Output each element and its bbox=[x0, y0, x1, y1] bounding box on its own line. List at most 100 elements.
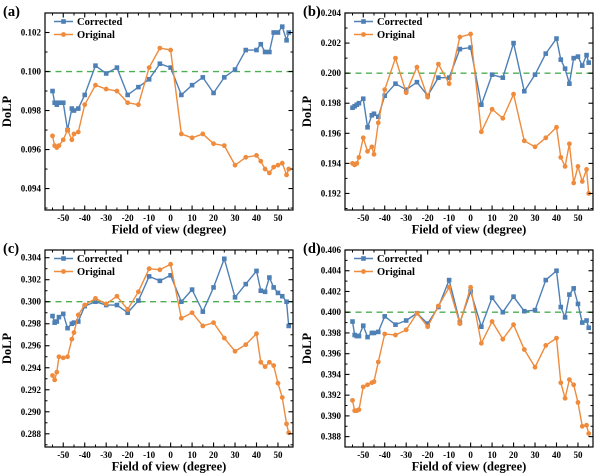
data-point-square bbox=[75, 319, 81, 324]
data-point-square bbox=[382, 314, 388, 319]
x-tick-label: 40 bbox=[552, 450, 562, 460]
data-point-circle bbox=[232, 348, 238, 354]
chart-c: -50 -40 -30 -20 -10 0 10 20 30 40 50 0.288 0.290 0.29… bbox=[0, 241, 294, 474]
data-point-square bbox=[393, 322, 398, 327]
data-point-circle bbox=[584, 166, 589, 172]
data-point-circle bbox=[468, 31, 474, 37]
data-point-square bbox=[562, 66, 568, 71]
y-tick-label: 0.204 bbox=[321, 8, 342, 18]
x-tick-label: -40 bbox=[79, 450, 91, 460]
data-point-circle bbox=[258, 158, 264, 164]
data-point-circle bbox=[157, 45, 163, 51]
y-axis-title: DoLP bbox=[0, 96, 14, 128]
y-tick-label: 0.406 bbox=[321, 245, 342, 255]
data-point-square bbox=[275, 290, 281, 296]
subplot-d: -50 -40 -30 -20 -10 0 10 20 30 40 50 0.388 0.390 0.39… bbox=[300, 237, 600, 474]
plot-border bbox=[44, 12, 294, 211]
data-point-circle bbox=[50, 373, 55, 378]
x-tick-label: -20 bbox=[122, 213, 134, 223]
x-tick-label: 0 bbox=[468, 450, 473, 460]
data-point-circle bbox=[200, 323, 206, 329]
y-axis: 0.192 0.194 0.196 0.198 0.200 0.202 0.204 bbox=[321, 8, 593, 209]
data-point-square bbox=[168, 65, 173, 70]
panel-label: (d) bbox=[303, 241, 321, 257]
data-point-circle bbox=[468, 284, 474, 290]
data-point-square bbox=[75, 106, 81, 111]
data-point-square bbox=[382, 93, 388, 99]
data-point-square bbox=[425, 321, 430, 326]
x-tick-label: -30 bbox=[400, 450, 412, 460]
y-tick-label: 0.398 bbox=[321, 328, 342, 338]
plot-border bbox=[344, 249, 594, 448]
data-point-circle bbox=[375, 120, 381, 126]
data-point-circle bbox=[271, 164, 277, 170]
legend-marker-circle bbox=[361, 269, 366, 274]
data-point-square bbox=[554, 36, 559, 41]
data-point-circle bbox=[262, 364, 268, 370]
data-point-circle bbox=[521, 347, 527, 352]
data-point-square bbox=[56, 314, 62, 320]
data-point-square bbox=[468, 45, 473, 50]
data-point-circle bbox=[136, 102, 141, 108]
data-point-circle bbox=[446, 81, 452, 87]
data-point-circle bbox=[146, 65, 152, 71]
x-tick-label: 10 bbox=[188, 213, 198, 223]
data-point-circle bbox=[393, 55, 398, 61]
data-point-square bbox=[562, 315, 568, 320]
x-tick-label: -30 bbox=[100, 213, 112, 223]
y-tick-label: 0.390 bbox=[321, 411, 342, 421]
data-point-circle bbox=[60, 355, 66, 361]
data-point-circle bbox=[371, 151, 377, 157]
y-axis-title: DoLP bbox=[300, 333, 314, 365]
data-point-circle bbox=[382, 331, 388, 337]
data-point-square bbox=[554, 268, 559, 274]
x-tick-label: -50 bbox=[357, 450, 369, 460]
data-point-square bbox=[586, 60, 592, 65]
y-axis-title: DoLP bbox=[0, 333, 14, 365]
data-point-circle bbox=[478, 340, 484, 346]
data-point-circle bbox=[71, 330, 77, 335]
data-point-circle bbox=[56, 143, 62, 149]
data-point-circle bbox=[254, 152, 259, 158]
data-point-circle bbox=[436, 61, 441, 67]
data-point-circle bbox=[93, 296, 98, 301]
x-tick-label: -10 bbox=[143, 450, 155, 460]
series-original bbox=[50, 261, 292, 436]
data-point-circle bbox=[50, 133, 55, 139]
data-point-circle bbox=[103, 86, 109, 92]
data-point-circle bbox=[200, 131, 206, 137]
y-tick-label: 0.288 bbox=[21, 429, 42, 439]
data-point-square bbox=[375, 329, 381, 335]
y-tick-label: 0.300 bbox=[21, 297, 42, 307]
x-tick-label: 10 bbox=[488, 450, 498, 460]
data-point-square bbox=[567, 292, 572, 297]
data-point-circle bbox=[254, 331, 259, 337]
x-tick-label: -10 bbox=[443, 450, 455, 460]
x-tick-label: -50 bbox=[57, 450, 69, 460]
x-tick-label: -30 bbox=[100, 450, 112, 460]
y-tick-label: 0.298 bbox=[21, 319, 42, 329]
data-point-circle bbox=[221, 335, 227, 341]
x-tick-label: -20 bbox=[422, 450, 434, 460]
data-point-square bbox=[489, 72, 495, 77]
data-point-circle bbox=[60, 137, 66, 143]
data-point-square bbox=[262, 289, 268, 295]
data-point-square bbox=[521, 88, 527, 94]
data-point-circle bbox=[54, 369, 60, 375]
y-tick-label: 0.096 bbox=[21, 145, 42, 155]
series-line bbox=[351, 286, 590, 434]
data-point-square bbox=[82, 92, 88, 98]
data-point-square bbox=[500, 309, 506, 315]
data-point-square bbox=[284, 38, 289, 43]
series-original bbox=[350, 31, 592, 196]
legend: Corrected Original bbox=[54, 254, 122, 278]
data-point-square bbox=[271, 285, 276, 290]
legend-marker-square bbox=[61, 19, 66, 24]
data-point-circle bbox=[369, 144, 375, 150]
x-tick-label: -40 bbox=[79, 213, 91, 223]
data-point-square bbox=[558, 57, 564, 62]
x-tick-label: 50 bbox=[573, 213, 583, 223]
data-point-circle bbox=[243, 342, 249, 348]
legend: Corrected Original bbox=[354, 254, 422, 278]
data-point-circle bbox=[279, 160, 285, 166]
